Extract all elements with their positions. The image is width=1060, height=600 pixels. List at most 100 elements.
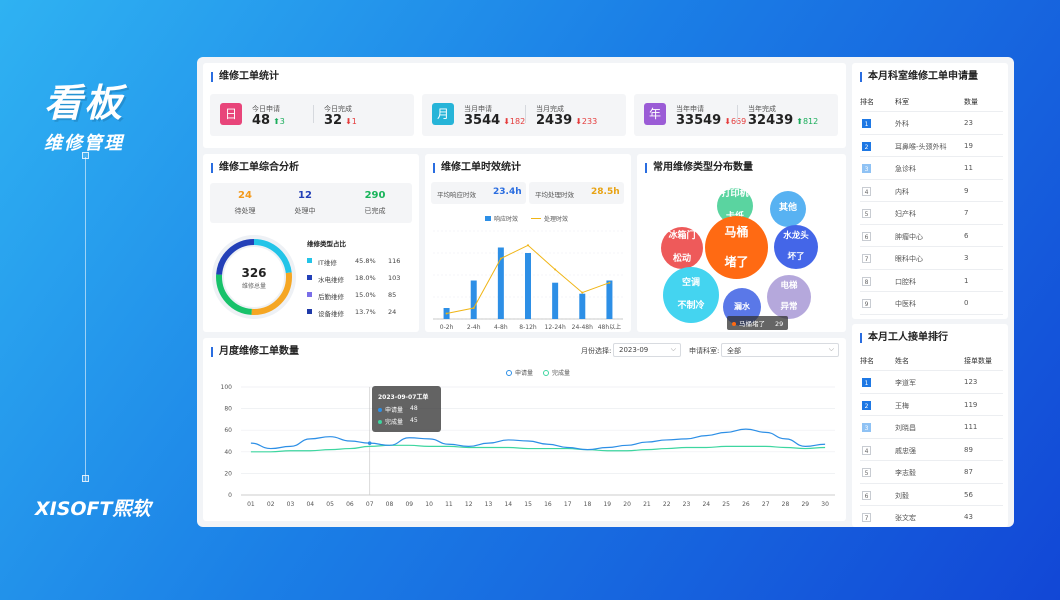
x-tick-label: 12-24h [545,324,566,331]
dept-filter-label: 申请科室: [689,347,720,355]
table-row: 9 中医科 0 [860,292,1003,315]
col-name-header: 科室 [895,98,909,106]
x-tick-label: 01 [247,501,255,508]
x-tick-label: 13 [485,501,493,508]
y-tick-label: 0 [228,492,232,499]
donut-segment [216,239,292,315]
stats-card: 维修工单统计 日今日申请 48 ⬆3 今日完成 32 ⬇1 月当月申请 3544 ⬇182 当月完… [203,63,846,148]
stat-delta: ⬇1 [345,117,357,126]
period-icon: 日 [220,103,242,125]
decorative-dot [82,152,89,159]
y-tick-label: 100 [221,384,233,391]
row-count: 56 [964,490,973,499]
status-value: 24 [238,190,252,201]
x-tick-label: 48h以上 [598,323,621,331]
legend-apply-icon [506,370,512,376]
time-bar [525,253,531,319]
x-tick-label: 03 [287,501,295,508]
stat-number: 33549 [676,113,722,128]
repair-type-bubble: 冰箱门 松动 [661,227,703,269]
repair-type-bubble: 其他 [770,191,806,227]
row-count: 23 [964,119,973,127]
legend-count: 116 [388,257,401,265]
rank-badge: 2 [862,141,871,151]
legend-line-label: 处理时效 [544,215,568,223]
stat-box: 月当月申请 3544 ⬇182 当月完成 2439 ⬇233 [422,94,626,136]
x-tick-label: 22 [663,501,671,508]
status-value: 290 [364,190,386,201]
x-tick-label: 11 [445,501,453,508]
table-row: 3 急诊科 11 [860,157,1003,180]
x-tick-label: 18 [584,501,592,508]
x-tick-label: 25 [722,501,730,508]
legend-pct: 45.8% [355,257,376,265]
legend-count: 85 [388,291,397,299]
divider [313,105,314,123]
brand: 看板 维修管理 [44,72,124,155]
company-logo: XISOFT熙软 [35,498,151,520]
month-select-value: 2023-09 [619,346,649,354]
stat-label: 今日完成 [324,105,352,113]
stat-value: 2439 ⬇233 [536,113,597,128]
x-tick-label: 24 [702,501,710,508]
x-tick-label: 21 [643,501,651,508]
row-count: 6 [964,231,969,240]
x-tick-label: 19 [603,501,611,508]
line-tooltip-title: 2023-09-07工单 [378,394,429,401]
legend-swatch [307,275,312,280]
table-row: 1 李道军 123 [860,371,1003,394]
donut-inner [228,251,280,303]
rank-badge: 4 [862,445,871,455]
x-tick-label: 30 [821,501,829,508]
legend-pct: 13.7% [355,308,376,316]
row-count: 7 [964,209,969,217]
line-tooltip-apply-label: 申请量 [385,407,404,414]
line-tooltip-done-label: 完成量 [385,419,404,426]
legend-done-label: 完成量 [552,369,570,377]
month-select[interactable]: 2023-09 ⌵ [613,343,681,357]
analysis-card: 维修工单综合分析 24 待处理 12 处理中 290 已完成 326 维修总量 维修类型占… [203,154,419,332]
process-point [554,268,557,271]
avg-response-value: 23.4h [493,187,522,197]
dept-select[interactable]: 全部 ⌵ [721,343,839,357]
legend-swatch [307,258,312,263]
dept-select-value: 全部 [727,347,741,355]
stat-value: 32439 ⬆812 [748,113,818,128]
stat-delta-value: 3 [279,117,285,126]
x-tick-label: 23 [683,501,691,508]
time-bar [606,280,613,319]
row-name: 中医科 [895,300,916,308]
rank-badge: 5 [862,209,871,218]
stat-delta-value: 812 [802,117,819,126]
avg-response-box: 平均响应时效 23.4h [431,182,526,204]
row-name: 口腔科 [895,277,916,286]
table-row: 4 戚忠强 89 [860,439,1003,461]
chevron-down-icon: ⌵ [670,345,676,353]
row-name: 眼科中心 [895,255,923,263]
row-name: 李道军 [895,379,916,387]
repair-type-bubble: 水龙头 坏了 [774,225,818,269]
rank-badge: 1 [862,119,871,128]
x-tick-label: 2-4h [467,324,481,331]
x-tick-label: 17 [564,501,572,508]
stat-delta-value: 182 [509,117,526,126]
repair-type-bubble: 马桶 堵了 [705,216,768,279]
table-row: 7 张文宏 43 [860,506,1003,527]
row-count: 111 [964,423,978,431]
stat-box: 年 当年申请 33549 ⬇669 当年完成 32439 ⬆812 [634,94,838,136]
arrow-down-icon: ⬇ [575,117,582,126]
rank-badge: 2 [862,400,871,410]
decorative-dot [82,475,89,482]
x-tick-label: 10 [425,501,433,508]
common-types-card: 常用维修类型分布数量 打印机卡纸其他冰箱门松动马桶堵了水龙头坏了空调不制冷电梯异… [637,154,846,332]
x-tick-label: 20 [623,501,631,508]
rank-badge: 6 [862,231,871,241]
stat-value: 48 ⬆3 [252,113,285,128]
status-summary: 24 待处理 12 处理中 290 已完成 [210,183,412,223]
stat-value: 33549 ⬇669 [676,113,746,128]
row-count: 0 [964,299,969,307]
col-rank-header: 排名 [860,357,874,365]
x-tick-label: 04 [306,501,314,508]
rank-badge: 6 [862,490,871,500]
stat-value: 3544 ⬇182 [464,113,525,128]
